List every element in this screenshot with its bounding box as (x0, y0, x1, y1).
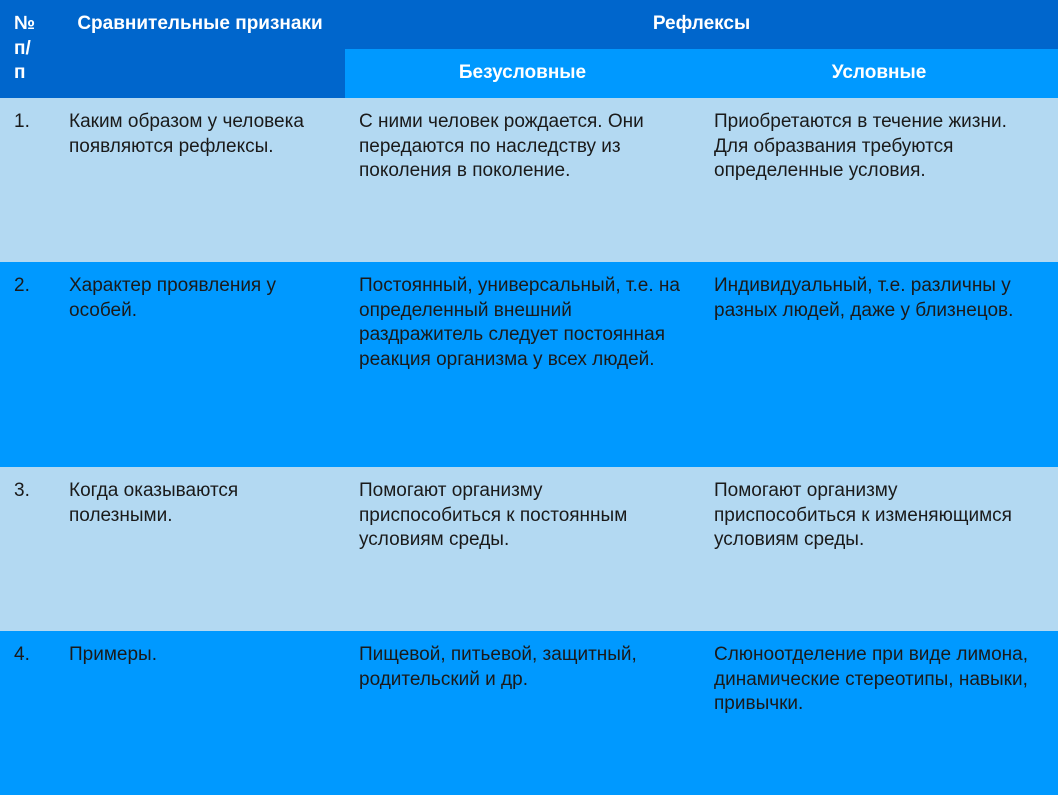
cell-conditional: Приобретаются в течение жизни. Для образ… (700, 98, 1058, 262)
cell-feature: Каким образом у человека появляются рефл… (55, 98, 345, 262)
table-row: 4. Примеры. Пищевой, питьевой, защитный,… (0, 631, 1058, 795)
cell-number: 2. (0, 262, 55, 467)
cell-unconditional: С ними человек рождается. Они передаются… (345, 98, 700, 262)
table-body: 1. Каким образом у человека появляются р… (0, 98, 1058, 795)
header-feature: Сравнительные признаки (55, 0, 345, 98)
table-header-row-1: № п/п Сравнительные признаки Рефлексы (0, 0, 1058, 49)
table-row: 1. Каким образом у человека появляются р… (0, 98, 1058, 262)
cell-number: 1. (0, 98, 55, 262)
table-row: 3. Когда оказываются полезными. Помогают… (0, 467, 1058, 631)
cell-conditional: Помогают организму приспособиться к изме… (700, 467, 1058, 631)
cell-feature: Когда оказываются полезными. (55, 467, 345, 631)
cell-conditional: Индивидуальный, т.е. различны у разных л… (700, 262, 1058, 467)
cell-conditional: Слюноотделение при виде лимона, динамиче… (700, 631, 1058, 795)
cell-unconditional: Пищевой, питьевой, защитный, родительски… (345, 631, 700, 795)
header-reflexes: Рефлексы (345, 0, 1058, 49)
cell-number: 3. (0, 467, 55, 631)
cell-feature: Характер проявления у особей. (55, 262, 345, 467)
cell-number: 4. (0, 631, 55, 795)
header-number: № п/п (0, 0, 55, 98)
header-conditional: Условные (700, 49, 1058, 98)
cell-unconditional: Постоянный, универсальный, т.е. на опред… (345, 262, 700, 467)
cell-feature: Примеры. (55, 631, 345, 795)
table-row: 2. Характер проявления у особей. Постоян… (0, 262, 1058, 467)
reflex-comparison-table: № п/п Сравнительные признаки Рефлексы Бе… (0, 0, 1058, 794)
comparison-table: № п/п Сравнительные признаки Рефлексы Бе… (0, 0, 1058, 795)
header-unconditional: Безусловные (345, 49, 700, 98)
cell-unconditional: Помогают организму приспособиться к пост… (345, 467, 700, 631)
